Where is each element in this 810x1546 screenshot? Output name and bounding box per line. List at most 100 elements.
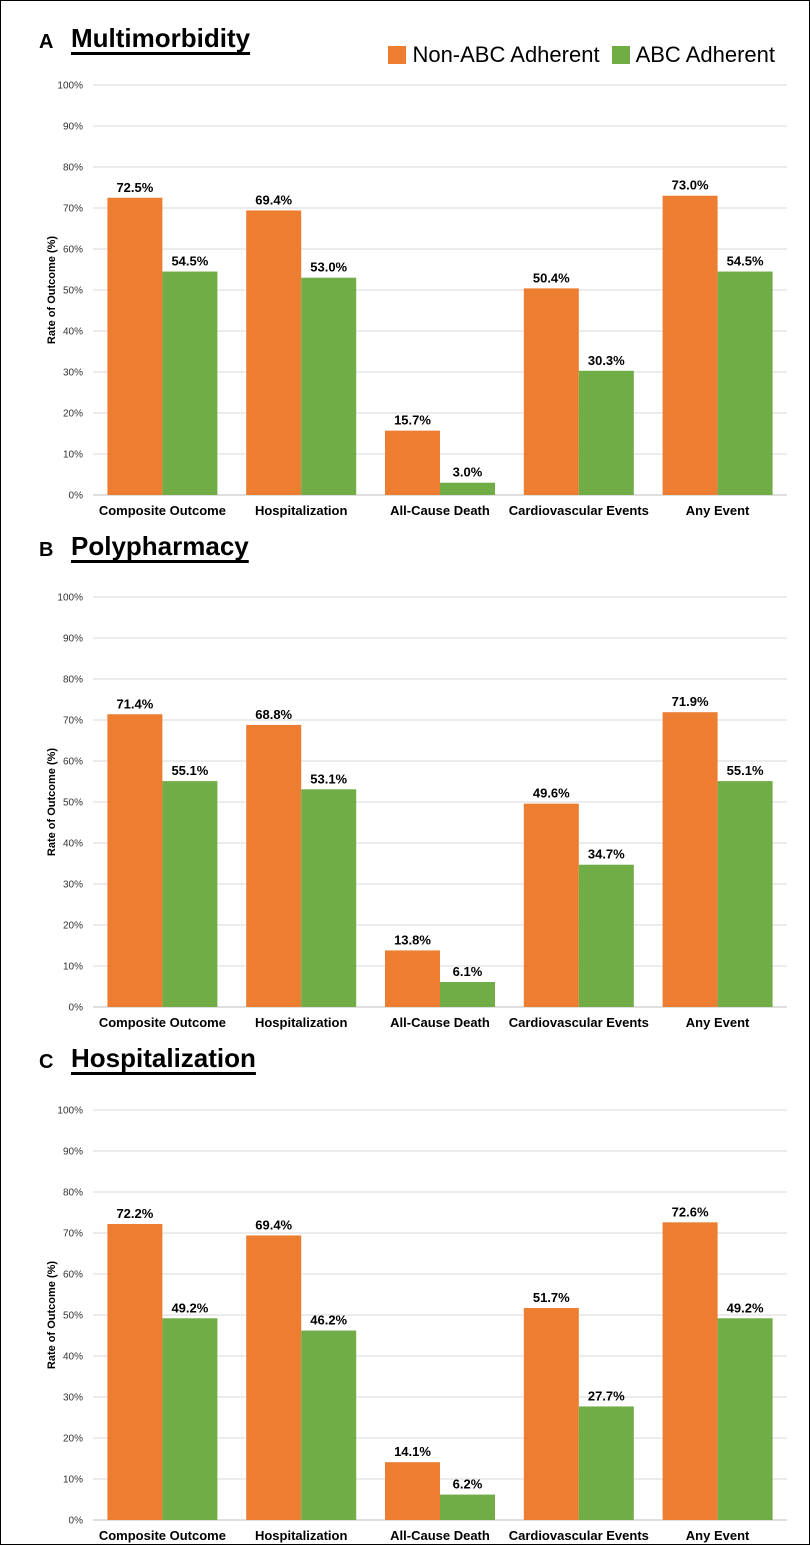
y-tick-label: 100% xyxy=(57,1106,83,1117)
x-tick-label: Hospitalization xyxy=(255,1528,348,1543)
y-tick-label: 0% xyxy=(69,1003,84,1014)
legend-item-abc: ABC Adherent xyxy=(611,42,775,68)
data-label: 69.4% xyxy=(255,1217,292,1232)
y-tick-label: 80% xyxy=(63,675,83,686)
data-label: 54.5% xyxy=(171,254,208,269)
x-tick-label: All-Cause Death xyxy=(390,1015,490,1030)
y-tick-label: 60% xyxy=(63,1270,83,1281)
x-tick-label: All-Cause Death xyxy=(390,503,490,518)
y-axis-label: Rate of Outcome (%) xyxy=(46,236,58,345)
bar xyxy=(107,714,163,1007)
data-label: 73.0% xyxy=(672,178,709,193)
y-tick-label: 10% xyxy=(63,450,83,461)
y-tick-label: 0% xyxy=(69,1516,84,1527)
y-tick-label: 70% xyxy=(63,1229,83,1240)
panel-title-multimorbidity: Multimorbidity xyxy=(71,23,251,53)
y-tick-label: 100% xyxy=(57,593,83,604)
x-tick-label: Hospitalization xyxy=(255,1015,348,1030)
y-tick-label: 40% xyxy=(63,839,83,850)
y-tick-label: 30% xyxy=(63,1393,83,1404)
bar xyxy=(440,981,495,1007)
panel-letter-b: B xyxy=(39,539,54,561)
bar xyxy=(301,789,357,1007)
data-label: 72.6% xyxy=(672,1204,709,1219)
y-tick-label: 30% xyxy=(63,880,83,891)
bar xyxy=(107,197,163,495)
bar xyxy=(107,1223,163,1520)
data-label: 3.0% xyxy=(453,465,483,480)
data-label: 14.1% xyxy=(394,1444,431,1459)
y-tick-label: 20% xyxy=(63,1434,83,1445)
bar xyxy=(662,1222,718,1520)
bar xyxy=(523,803,579,1007)
y-tick-label: 30% xyxy=(63,368,83,379)
y-tick-label: 10% xyxy=(63,962,83,973)
data-label: 49.2% xyxy=(727,1300,764,1315)
data-label: 34.7% xyxy=(588,847,625,862)
bar xyxy=(246,724,302,1007)
y-tick-label: 90% xyxy=(63,122,83,133)
data-label: 49.2% xyxy=(171,1300,208,1315)
data-label: 13.8% xyxy=(394,932,431,947)
data-label: 68.8% xyxy=(255,707,292,722)
x-tick-label: Composite Outcome xyxy=(99,1528,226,1543)
panel-title-hospitalization: Hospitalization xyxy=(71,1043,256,1073)
chart-hospitalization: 0% 10% 20% 30% 40% 50% 60% 70% 80% 90% 100% Rate of… xyxy=(46,1106,787,1543)
bar xyxy=(578,370,634,495)
data-label: 49.6% xyxy=(533,786,570,801)
data-label: 30.3% xyxy=(588,353,625,368)
y-tick-label: 80% xyxy=(63,1188,83,1199)
y-tick-label: 90% xyxy=(63,1147,83,1158)
data-label: 53.0% xyxy=(310,260,347,275)
x-tick-label: Composite Outcome xyxy=(99,1015,226,1030)
chart-multimorbidity: 0% 10% 20% 30% 40% 50% 60% 70% 80% 90% 100% Rate of… xyxy=(46,81,787,518)
x-tick-label: Cardiovascular Events xyxy=(509,1015,649,1030)
bar xyxy=(440,1494,495,1520)
bar xyxy=(717,271,773,495)
legend-label-abc: ABC Adherent xyxy=(635,42,775,67)
data-label: 46.2% xyxy=(310,1313,347,1328)
data-label: 27.7% xyxy=(588,1388,625,1403)
data-label: 71.9% xyxy=(672,694,709,709)
data-label: 55.1% xyxy=(171,763,208,778)
y-tick-label: 50% xyxy=(63,286,83,297)
y-tick-label: 10% xyxy=(63,1475,83,1486)
data-label: 15.7% xyxy=(394,413,431,428)
bar xyxy=(578,1406,634,1520)
legend-swatch-abc xyxy=(611,46,630,64)
y-tick-label: 0% xyxy=(69,491,84,502)
bar xyxy=(301,277,357,495)
y-tick-label: 40% xyxy=(63,327,83,338)
data-label: 54.5% xyxy=(727,254,764,269)
bar xyxy=(385,950,440,1007)
panel-title-polypharmacy: Polypharmacy xyxy=(71,531,249,561)
y-tick-label: 20% xyxy=(63,921,83,932)
x-tick-label: Any Event xyxy=(686,1015,750,1030)
x-tick-label: All-Cause Death xyxy=(390,1528,490,1543)
bar xyxy=(440,482,495,495)
bar xyxy=(162,1318,218,1520)
bar xyxy=(717,1318,773,1520)
data-label: 55.1% xyxy=(727,763,764,778)
bar xyxy=(162,271,218,495)
y-axis-label: Rate of Outcome (%) xyxy=(46,748,58,857)
y-tick-label: 50% xyxy=(63,798,83,809)
data-label: 69.4% xyxy=(255,192,292,207)
bar xyxy=(662,712,718,1007)
y-tick-label: 20% xyxy=(63,409,83,420)
y-tick-label: 60% xyxy=(63,757,83,768)
legend-swatch-non-abc xyxy=(388,46,407,64)
x-tick-label: Any Event xyxy=(686,503,750,518)
bar xyxy=(385,1462,440,1520)
x-tick-label: Any Event xyxy=(686,1528,750,1543)
data-label: 6.1% xyxy=(453,964,483,979)
legend-label-non-abc: Non-ABC Adherent xyxy=(412,42,600,67)
bar xyxy=(662,195,718,495)
y-axis-label: Rate of Outcome (%) xyxy=(46,1261,58,1370)
y-tick-label: 50% xyxy=(63,1311,83,1322)
x-tick-label: Cardiovascular Events xyxy=(509,503,649,518)
bar xyxy=(578,864,634,1007)
panel-letter-c: C xyxy=(39,1051,54,1073)
y-tick-label: 80% xyxy=(63,163,83,174)
x-tick-label: Composite Outcome xyxy=(99,503,226,518)
